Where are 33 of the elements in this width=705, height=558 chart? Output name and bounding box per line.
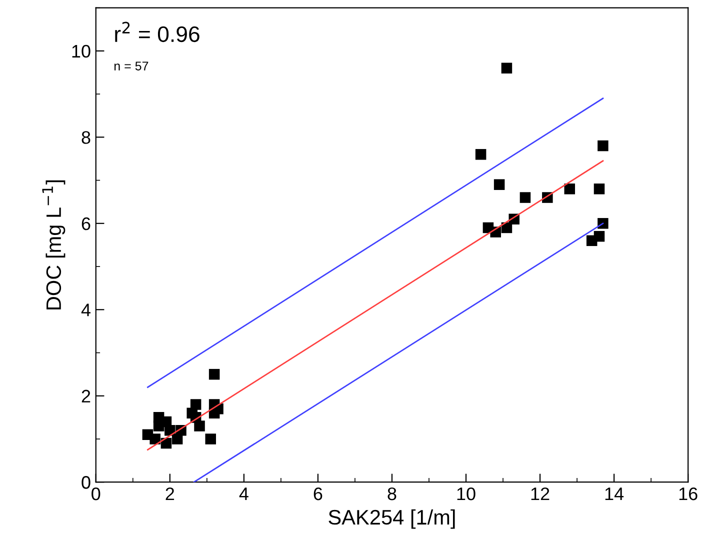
- point: [475, 149, 486, 160]
- point: [501, 62, 512, 74]
- y-tick-label: 2: [82, 390, 90, 402]
- y-axis-title: DOC [mg L$^{−1}$]: [42, 180, 66, 310]
- y-tick-label: 6: [82, 217, 90, 230]
- x-axis-title: SAK254 [1/m]: [328, 509, 455, 529]
- x-tick-label: 6: [314, 487, 322, 500]
- y-tick-label: 4: [81, 304, 90, 316]
- point: [564, 184, 576, 194]
- y-tick-label: 10: [72, 44, 90, 58]
- y-tick-label: 8: [82, 131, 90, 144]
- point: [194, 420, 205, 432]
- x-tick-label: 8: [388, 487, 396, 500]
- point: [598, 140, 608, 152]
- point: [205, 434, 216, 444]
- point: [594, 184, 605, 194]
- x-tick-label: 12: [531, 487, 550, 500]
- point: [208, 368, 220, 380]
- x-tick-label: 0: [92, 487, 100, 500]
- annotation: r$^{2}$ = 0.96: [115, 22, 200, 42]
- x-tick-label: 2: [166, 487, 174, 500]
- y-tick-label: 0: [82, 476, 90, 489]
- x-tick-label: 4: [239, 488, 248, 500]
- point: [520, 192, 531, 203]
- point: [594, 230, 605, 242]
- point: [150, 434, 160, 444]
- annotation: n = 57: [114, 62, 148, 70]
- point: [190, 399, 202, 410]
- x-tick-label: 10: [457, 487, 476, 500]
- x-tick-label: 14: [605, 488, 624, 500]
- x-tick-label: 16: [679, 487, 698, 500]
- point: [494, 179, 505, 190]
- point: [598, 218, 608, 229]
